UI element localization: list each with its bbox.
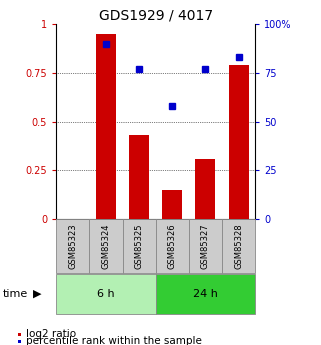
Text: GSM85327: GSM85327 — [201, 223, 210, 269]
Bar — [56, 274, 156, 314]
Bar — [56, 219, 89, 273]
Title: GDS1929 / 4017: GDS1929 / 4017 — [99, 9, 213, 23]
Bar — [156, 274, 255, 314]
Text: 6 h: 6 h — [97, 289, 115, 299]
Text: GSM85324: GSM85324 — [101, 223, 110, 268]
Text: GSM85323: GSM85323 — [68, 223, 77, 269]
Bar — [229, 65, 248, 219]
Text: GSM85328: GSM85328 — [234, 223, 243, 269]
Bar — [123, 219, 156, 273]
Bar — [89, 219, 123, 273]
Bar — [195, 159, 215, 219]
Text: percentile rank within the sample: percentile rank within the sample — [26, 336, 202, 345]
Bar — [222, 219, 255, 273]
Text: 24 h: 24 h — [193, 289, 218, 299]
Bar — [189, 219, 222, 273]
Text: log2 ratio: log2 ratio — [26, 329, 76, 339]
Bar — [162, 190, 182, 219]
Text: ▶: ▶ — [33, 289, 41, 299]
Bar — [156, 219, 189, 273]
Text: time: time — [3, 289, 29, 299]
Text: GSM85325: GSM85325 — [134, 223, 143, 268]
Bar — [129, 135, 149, 219]
Bar — [96, 34, 116, 219]
Text: GSM85326: GSM85326 — [168, 223, 177, 269]
